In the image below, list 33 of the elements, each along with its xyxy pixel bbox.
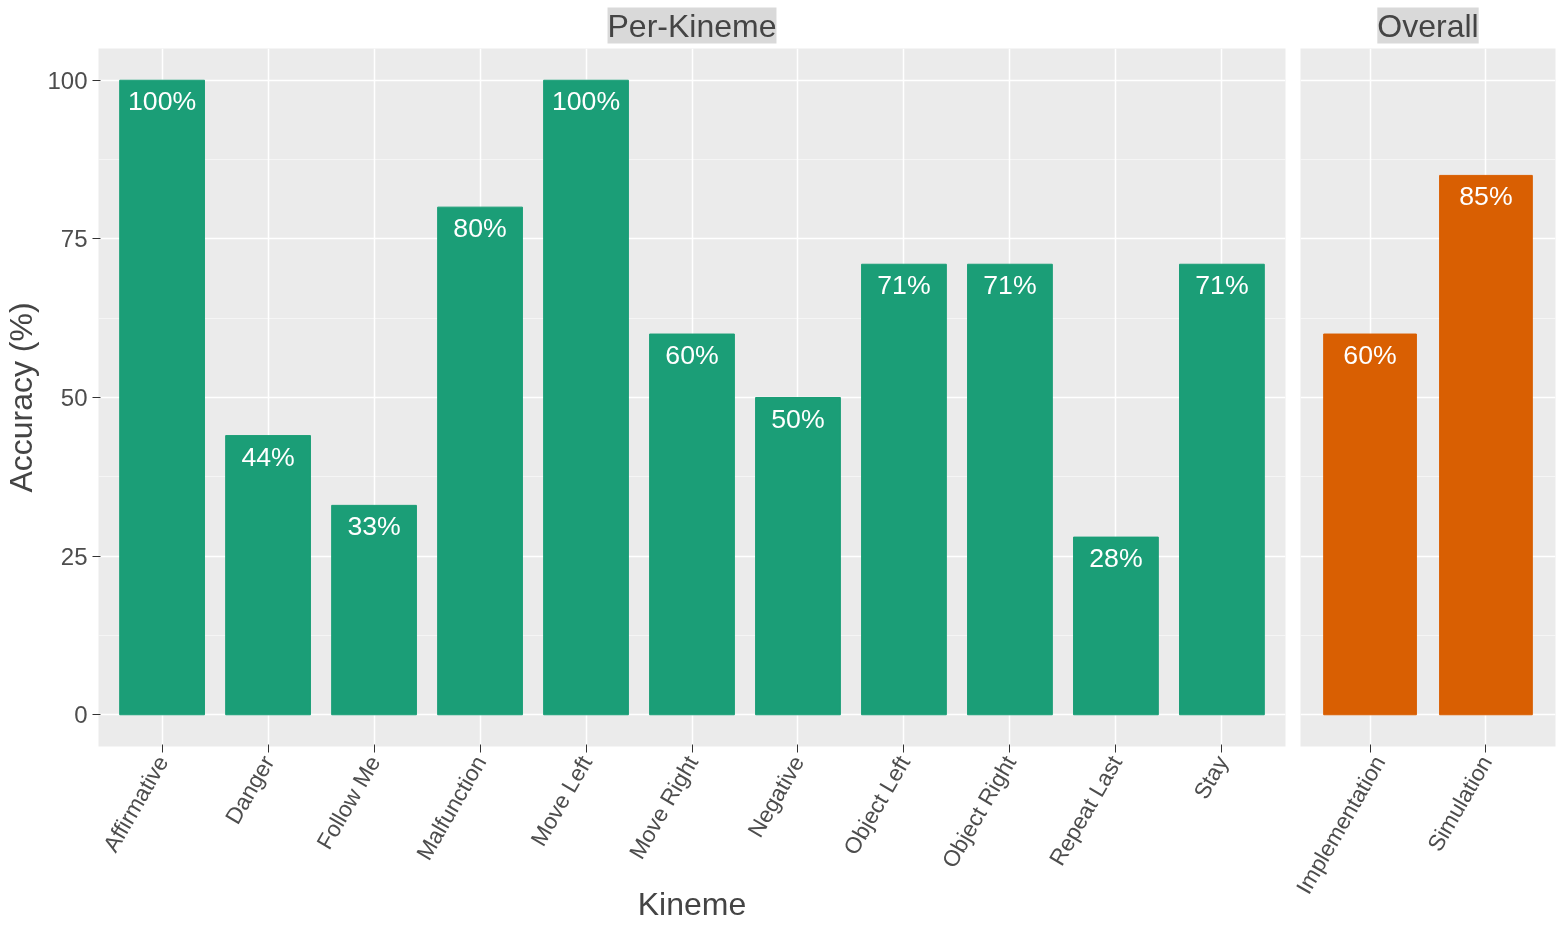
data-label: 85% xyxy=(1459,181,1513,212)
y-axis-title: Accuracy (%) xyxy=(3,302,40,493)
bar xyxy=(331,504,417,716)
bar xyxy=(967,263,1053,716)
data-label: 44% xyxy=(241,441,295,472)
data-label: 100% xyxy=(551,86,621,117)
bar xyxy=(437,206,523,716)
data-label: 71% xyxy=(877,270,931,301)
y-tick-label: 0 xyxy=(74,701,88,729)
y-tick-label: 25 xyxy=(60,542,88,570)
y-tick-label: 50 xyxy=(60,384,88,411)
data-label: 80% xyxy=(453,213,507,244)
data-label: 33% xyxy=(347,511,401,542)
bar xyxy=(755,397,841,716)
data-label: 60% xyxy=(665,340,719,371)
bar xyxy=(225,435,311,716)
data-label: 28% xyxy=(1089,543,1143,574)
chart-title: Overall xyxy=(1377,7,1479,44)
bar xyxy=(543,79,629,716)
bar xyxy=(861,263,947,716)
data-label: 50% xyxy=(771,403,825,434)
bar xyxy=(1179,263,1265,716)
bar xyxy=(119,79,205,716)
bar xyxy=(649,333,735,716)
data-label: 71% xyxy=(1195,270,1249,301)
data-label: 60% xyxy=(1343,340,1397,371)
data-label: 100% xyxy=(128,86,197,117)
bar xyxy=(1073,536,1159,716)
y-tick-label: 75 xyxy=(60,225,88,253)
y-tick-label: 100 xyxy=(47,66,88,94)
x-axis-title: Kineme xyxy=(637,886,747,923)
chart-title: Per-Kineme xyxy=(607,7,777,44)
data-label: 71% xyxy=(983,270,1037,301)
